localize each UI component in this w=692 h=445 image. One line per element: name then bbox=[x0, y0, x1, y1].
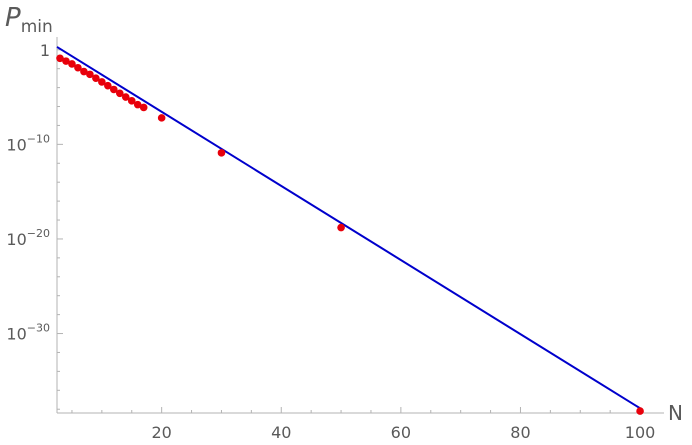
data-point bbox=[80, 67, 88, 76]
data-point bbox=[121, 93, 130, 101]
y-tick-label: 10−20 bbox=[6, 227, 50, 249]
y-tick-exponent: −10 bbox=[27, 132, 50, 145]
y-tick-base: 10 bbox=[6, 135, 26, 154]
data-point bbox=[217, 149, 226, 157]
data-point bbox=[636, 407, 644, 415]
data-point bbox=[337, 223, 345, 232]
data-point bbox=[98, 78, 106, 86]
data-point bbox=[127, 97, 136, 105]
x-axis-title: N bbox=[668, 401, 683, 425]
y-tick-label: 10−30 bbox=[6, 322, 50, 344]
y-tick-base: 10 bbox=[6, 230, 26, 249]
x-tick-label: 100 bbox=[625, 423, 656, 442]
data-point bbox=[92, 74, 100, 82]
fit-line bbox=[56, 46, 641, 410]
data-point bbox=[68, 60, 76, 68]
y-axis-title: Pmin bbox=[5, 3, 53, 37]
data-point bbox=[56, 54, 64, 63]
y-tick-exponent: −30 bbox=[27, 322, 50, 335]
y-tick-label: 1 bbox=[40, 41, 50, 60]
data-point bbox=[74, 63, 82, 72]
y-tick-base: 1 bbox=[40, 41, 50, 60]
x-tick-label: 80 bbox=[510, 423, 530, 442]
x-tick-label: 20 bbox=[151, 423, 171, 442]
y-tick-exponent: −20 bbox=[27, 227, 50, 240]
y-tick-base: 10 bbox=[6, 325, 26, 344]
data-point bbox=[157, 114, 166, 122]
x-tick-label: 60 bbox=[391, 423, 411, 442]
data-point bbox=[133, 100, 142, 109]
data-point bbox=[139, 103, 148, 112]
data-point bbox=[86, 70, 94, 79]
data-point bbox=[110, 85, 118, 94]
data-point bbox=[104, 81, 112, 90]
y-axis-title-sub: min bbox=[21, 17, 53, 37]
data-point bbox=[62, 57, 70, 65]
data-point bbox=[115, 89, 124, 98]
y-axis-title-main: P bbox=[5, 3, 21, 33]
x-tick-label: 40 bbox=[271, 423, 291, 442]
y-tick-label: 10−10 bbox=[6, 132, 50, 154]
